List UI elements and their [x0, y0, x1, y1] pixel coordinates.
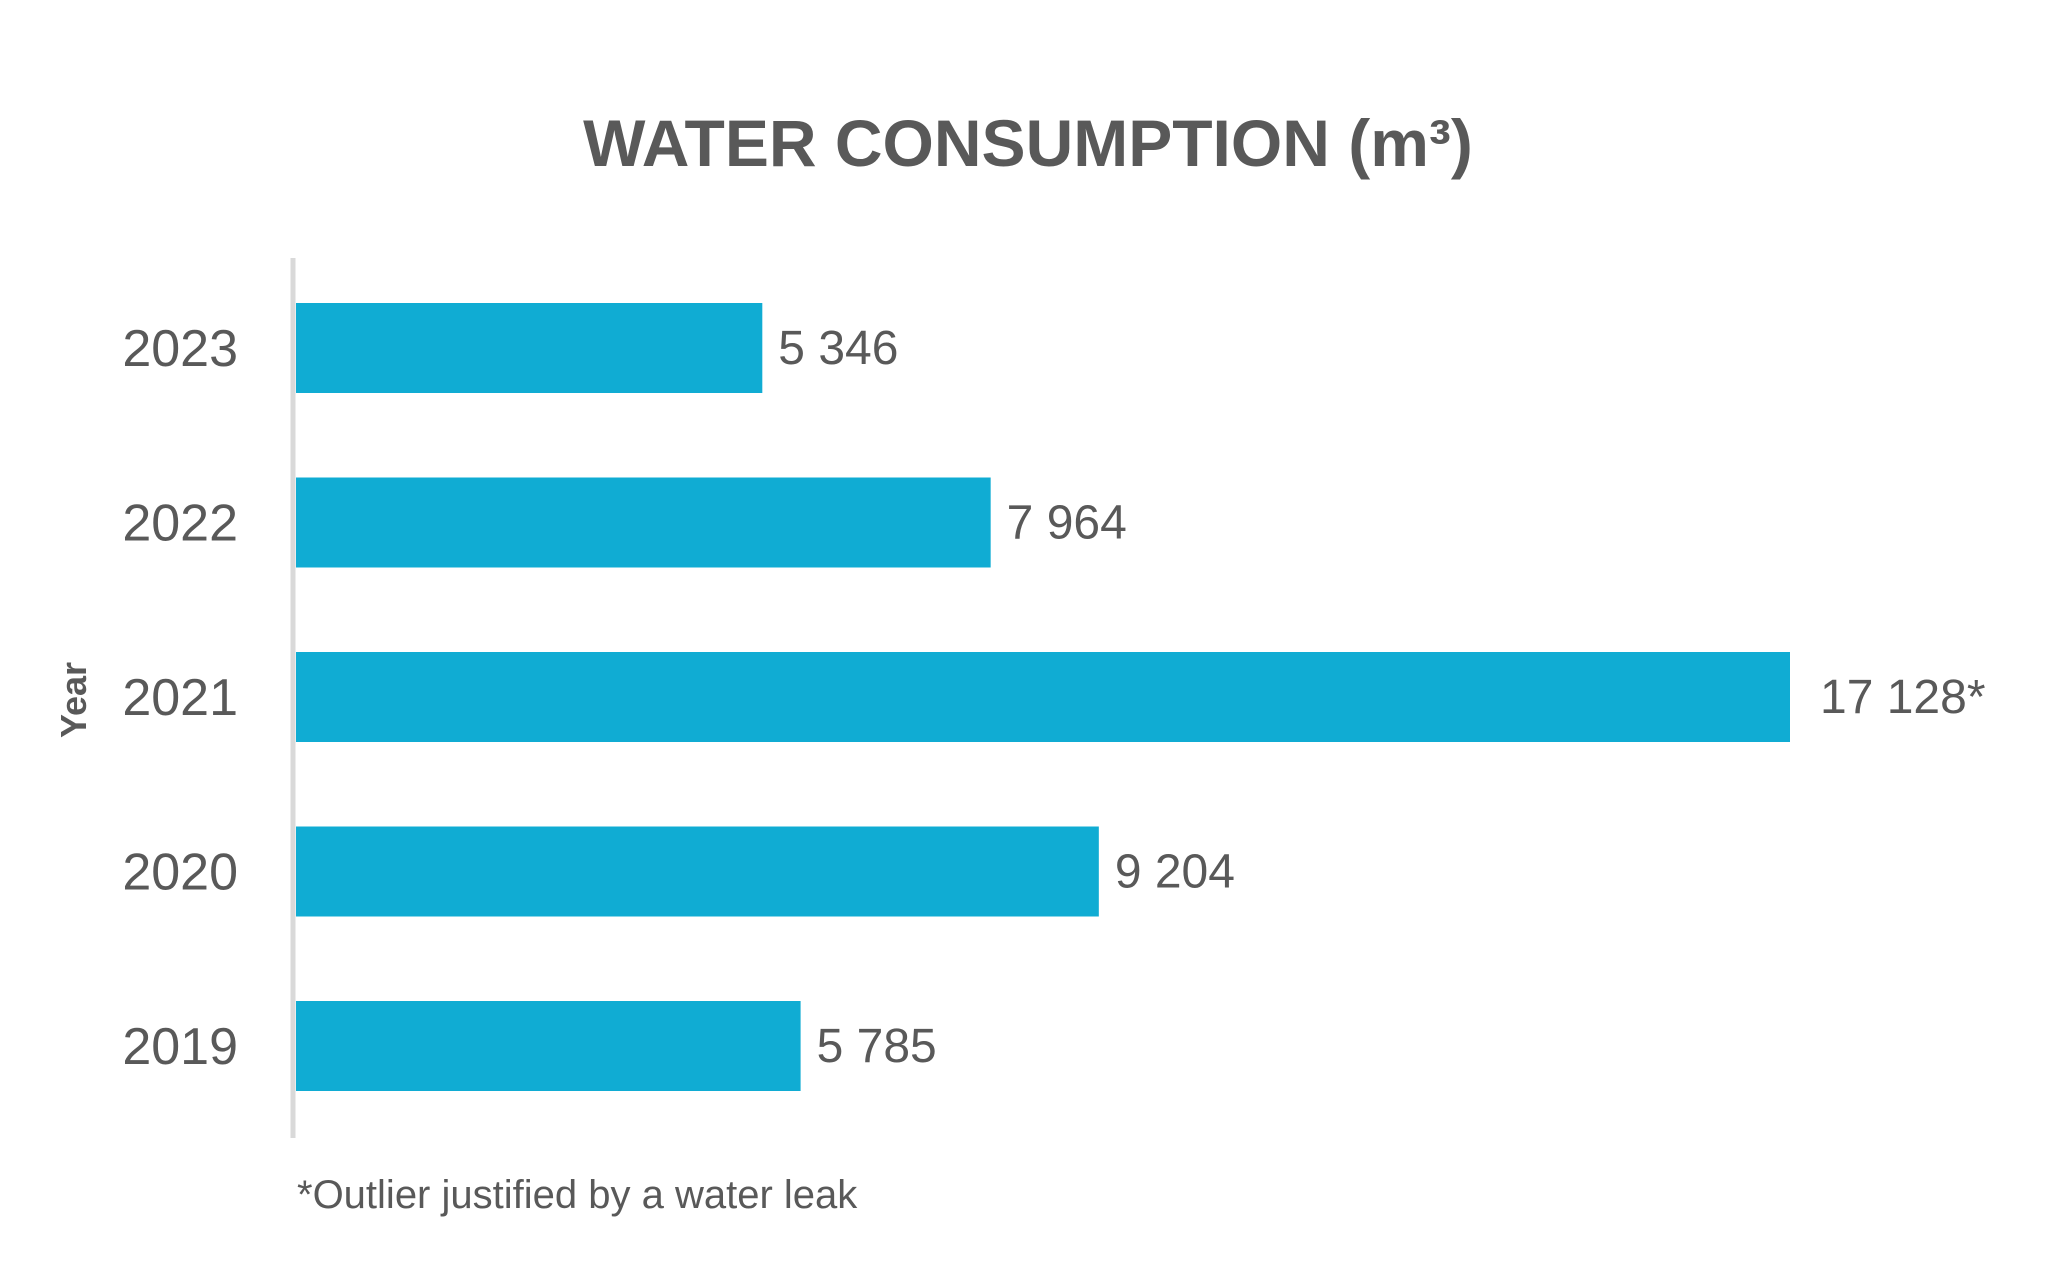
y-tick-label-2023: 2023: [122, 320, 238, 378]
bar-2022: [296, 477, 991, 568]
bar-2023: [296, 303, 763, 393]
y-tick-label-2021: 2021: [122, 669, 238, 727]
chart-title: WATER CONSUMPTION (m³): [583, 106, 1473, 180]
data-labels: 5 346 7 964 17 128* 9 204 5 785: [778, 322, 1985, 1073]
y-tick-labels: 2023 2022 2021 2020 2019: [122, 320, 238, 1076]
y-axis-title: Year: [53, 662, 94, 738]
footnote: *Outlier justified by a water leak: [297, 1173, 858, 1217]
bar-2019: [296, 1001, 801, 1091]
y-tick-label-2020: 2020: [122, 844, 238, 902]
data-label-2022: 7 964: [1007, 497, 1127, 550]
data-label-2023: 5 346: [778, 322, 898, 375]
bar-2021: [296, 652, 1790, 742]
y-tick-label-2022: 2022: [122, 495, 238, 553]
y-tick-label-2019: 2019: [122, 1018, 238, 1076]
data-label-2021: 17 128*: [1820, 671, 1986, 724]
data-label-2019: 5 785: [817, 1020, 937, 1073]
bar-2020: [296, 826, 1099, 917]
data-label-2020: 9 204: [1115, 846, 1235, 899]
bars: [296, 303, 1790, 1091]
